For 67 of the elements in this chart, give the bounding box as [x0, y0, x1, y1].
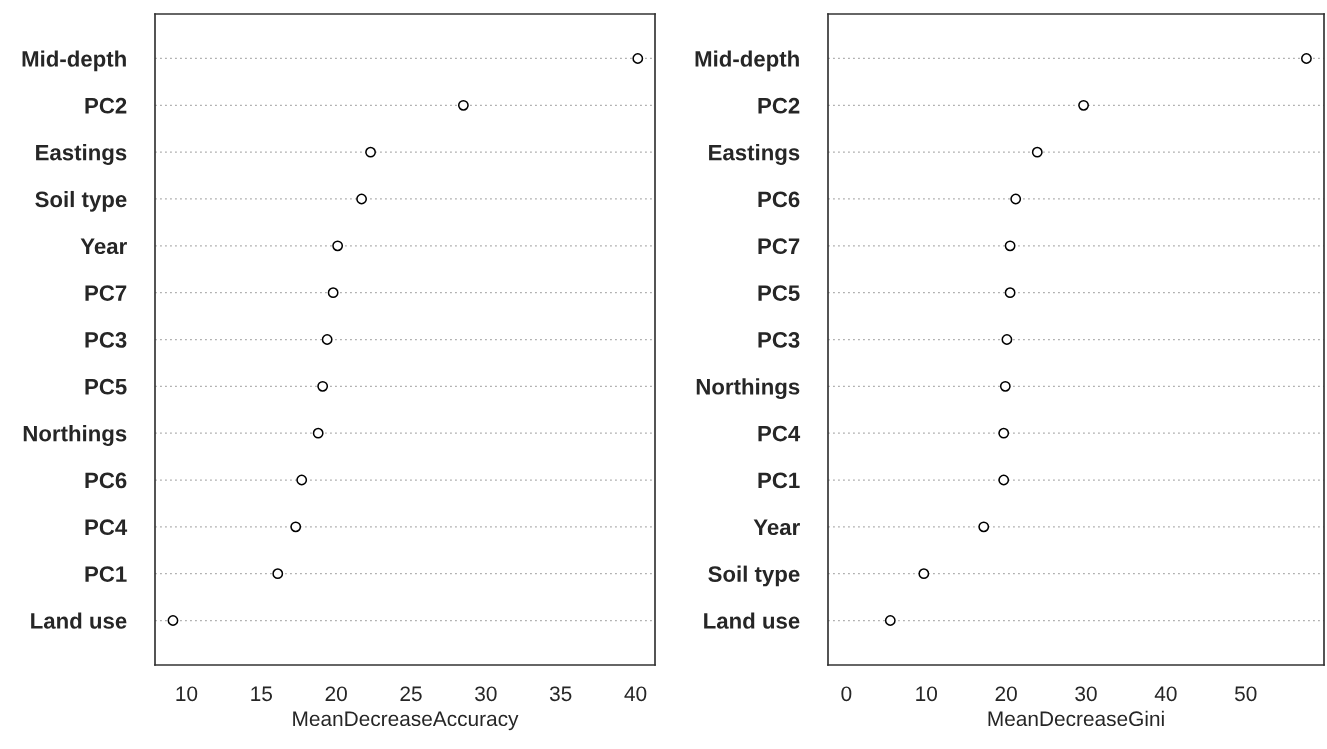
- y-tick-label: Eastings: [709, 144, 800, 165]
- point: [321, 334, 333, 345]
- point: [327, 287, 339, 299]
- point: [167, 615, 179, 626]
- point: [632, 53, 644, 64]
- point: [290, 521, 302, 533]
- y-tick-label: PC6: [758, 191, 800, 208]
- y-tick-label: Soil type: [708, 565, 800, 587]
- point: [272, 568, 284, 580]
- point: [998, 427, 1010, 439]
- y-tick-label: PC2: [758, 97, 800, 114]
- point: [1004, 240, 1016, 252]
- y-tick-label: PC1: [85, 566, 127, 582]
- y-tick-label: Mid-depth: [695, 50, 799, 72]
- y-tick-label: Mid-depth: [22, 50, 126, 72]
- x-tick-label: 40: [624, 686, 647, 702]
- x-tick-label: 10: [176, 686, 198, 702]
- x-axis-title: MeanDecreaseAccuracy: [293, 711, 519, 731]
- y-tick-label: PC3: [85, 332, 127, 348]
- point: [1078, 99, 1090, 111]
- y-tick-label: PC1: [758, 472, 800, 489]
- point: [332, 240, 344, 252]
- y-tick-label: Year: [753, 519, 800, 536]
- y-tick-label: PC6: [85, 472, 127, 489]
- point: [978, 521, 990, 533]
- x-tick-label: 10: [916, 686, 938, 702]
- point: [317, 380, 329, 392]
- x-tick-label: 35: [549, 686, 572, 702]
- y-tick-label: PC7: [758, 238, 800, 255]
- point: [457, 99, 469, 111]
- y-tick-label: PC5: [85, 378, 127, 395]
- x-tick-label: 15: [251, 686, 272, 702]
- y-tick-label: PC7: [85, 285, 127, 301]
- point: [312, 427, 324, 439]
- point: [1001, 334, 1013, 345]
- x-tick-label: 30: [475, 686, 497, 702]
- y-tick-label: Year: [80, 238, 127, 255]
- x-axis-title: MeanDecreaseGini: [988, 710, 1164, 727]
- y-tick-label: PC2: [85, 97, 127, 114]
- x-tick-label: 50: [1234, 686, 1257, 702]
- x-tick-label: 20: [325, 686, 347, 702]
- y-tick-label: PC4: [85, 519, 128, 536]
- x-tick-label: 30: [1075, 686, 1097, 702]
- y-tick-label: Northings: [23, 425, 127, 446]
- point: [1004, 287, 1016, 299]
- point: [1010, 193, 1022, 205]
- point: [999, 380, 1011, 392]
- x-tick-label: 0: [841, 686, 852, 702]
- point: [998, 474, 1010, 486]
- point: [365, 146, 376, 158]
- x-tick-label: 25: [400, 686, 422, 702]
- y-tick-label: Eastings: [36, 144, 127, 165]
- y-tick-label: Land use: [31, 612, 127, 629]
- y-tick-label: Land use: [704, 612, 800, 629]
- point: [884, 615, 896, 626]
- y-tick-label: PC4: [758, 425, 801, 442]
- point: [1031, 146, 1043, 158]
- y-tick-label: Soil type: [35, 190, 127, 212]
- point: [356, 193, 368, 205]
- y-tick-label: PC5: [758, 285, 800, 301]
- x-tick-label: 20: [995, 686, 1017, 702]
- y-tick-label: PC3: [758, 332, 800, 348]
- x-tick-label: 40: [1154, 686, 1177, 702]
- y-tick-label: Northings: [696, 378, 800, 400]
- point: [1301, 53, 1312, 64]
- point: [296, 474, 308, 486]
- point: [918, 568, 930, 580]
